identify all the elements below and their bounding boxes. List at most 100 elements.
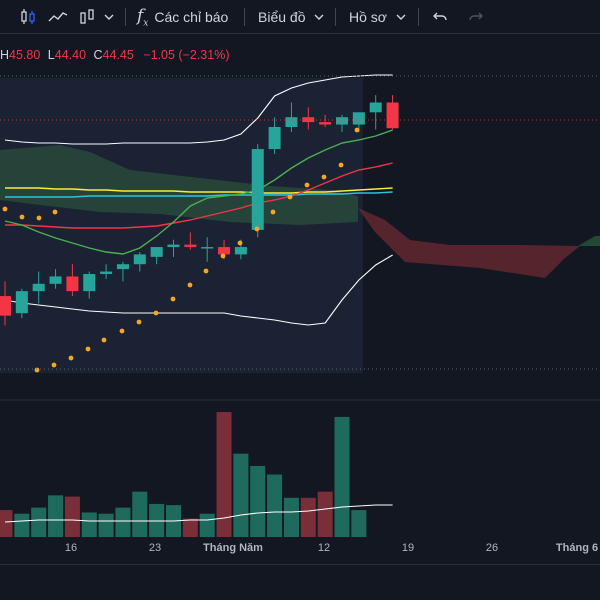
candle-body bbox=[133, 254, 146, 265]
bollinger-bands bbox=[4, 74, 393, 326]
close-key: C bbox=[93, 48, 103, 62]
candle-body bbox=[184, 244, 197, 248]
sar-dot bbox=[187, 282, 193, 288]
line-chart-icon[interactable] bbox=[47, 0, 69, 34]
chart-menu-label: Biểu đồ bbox=[258, 9, 306, 25]
parabolic-sar bbox=[2, 127, 360, 373]
bars-icon[interactable] bbox=[78, 0, 96, 34]
redo-icon[interactable] bbox=[468, 0, 484, 34]
x-tick-label: 23 bbox=[148, 542, 162, 554]
candle-body bbox=[15, 291, 28, 314]
volume-bar bbox=[115, 507, 131, 537]
candle-body bbox=[66, 276, 79, 292]
sar-dot bbox=[220, 253, 226, 259]
volume-bar bbox=[64, 496, 80, 537]
sar-dot bbox=[136, 319, 142, 325]
volume-bar bbox=[351, 510, 367, 537]
candle-body bbox=[201, 247, 214, 249]
candle-body bbox=[116, 264, 129, 270]
volume-bar bbox=[132, 491, 148, 537]
price-chart[interactable] bbox=[0, 0, 600, 540]
candle-body bbox=[0, 296, 11, 316]
candle-body bbox=[150, 247, 163, 257]
profile-menu-button[interactable]: Hồ sơ bbox=[349, 0, 407, 34]
sar-dot bbox=[101, 337, 107, 343]
sar-dot bbox=[36, 215, 42, 221]
indicators-label: Các chỉ báo bbox=[154, 9, 229, 25]
candle-body bbox=[83, 274, 96, 292]
candle-body bbox=[336, 117, 348, 125]
candle-body bbox=[32, 283, 45, 292]
sar-dot bbox=[270, 209, 276, 215]
sar-dot bbox=[19, 214, 25, 220]
candle-body bbox=[167, 244, 180, 248]
candles bbox=[0, 95, 399, 326]
undo-icon[interactable] bbox=[432, 0, 448, 34]
volume-ma-line bbox=[4, 504, 393, 523]
volume-bar bbox=[199, 513, 215, 537]
top-toolbar: fx Các chỉ báo Biểu đồ Hồ sơ bbox=[0, 0, 600, 34]
sar-dot bbox=[237, 240, 243, 246]
sar-dot bbox=[338, 162, 344, 168]
cloud-red-forward bbox=[358, 208, 580, 278]
bollinger-upper bbox=[4, 74, 393, 145]
sar-dot bbox=[119, 328, 125, 334]
volume-bar bbox=[31, 507, 47, 537]
sar-dot bbox=[203, 268, 209, 274]
chevron-down-icon bbox=[396, 14, 406, 20]
volume-bar bbox=[267, 474, 283, 537]
ma-cyan-line bbox=[5, 191, 393, 198]
candle-body bbox=[100, 271, 113, 274]
x-tick-label: Tháng 6 bbox=[555, 542, 599, 554]
volume-bar bbox=[182, 518, 198, 537]
volume-bar bbox=[317, 491, 333, 537]
volume-bar bbox=[81, 512, 97, 537]
sar-dot bbox=[51, 362, 57, 368]
volume-bar bbox=[334, 416, 350, 537]
x-tick-label: 16 bbox=[64, 542, 78, 554]
profile-menu-label: Hồ sơ bbox=[349, 9, 387, 25]
volume-bars bbox=[0, 412, 393, 537]
chevron-down-icon[interactable] bbox=[103, 0, 115, 34]
candle-body bbox=[251, 149, 264, 230]
high-value: 45.80 bbox=[9, 48, 41, 62]
close-value: 44.45 bbox=[102, 48, 134, 62]
sar-dot bbox=[52, 209, 58, 215]
indicators-button[interactable]: fx Các chỉ báo bbox=[137, 0, 228, 34]
sar-dot bbox=[34, 367, 40, 373]
candle-body bbox=[369, 102, 382, 113]
sar-dot bbox=[321, 174, 327, 180]
x-tick-label: 19 bbox=[401, 542, 415, 554]
ichimoku-cloud bbox=[0, 78, 600, 373]
volume-bar bbox=[14, 513, 30, 537]
sar-dot bbox=[287, 194, 293, 200]
candle-body bbox=[352, 112, 365, 125]
volume-bar bbox=[98, 513, 114, 537]
low-key: L bbox=[47, 48, 55, 62]
ma-red-line bbox=[5, 162, 393, 229]
candles-icon[interactable] bbox=[18, 0, 38, 34]
candle-body bbox=[234, 247, 247, 255]
chart-menu-button[interactable]: Biểu đồ bbox=[258, 0, 325, 34]
volume-bar bbox=[250, 465, 266, 537]
change-value: −1.05 (−2.31%) bbox=[143, 48, 230, 62]
candle-body bbox=[49, 276, 62, 284]
high-key: H bbox=[0, 48, 10, 62]
sar-dot bbox=[153, 310, 159, 316]
x-tick-label: 26 bbox=[485, 542, 499, 554]
bottom-bar bbox=[0, 564, 600, 600]
ma-yellow-line bbox=[5, 187, 393, 194]
cloud-green-forward bbox=[578, 236, 600, 246]
low-value: 44.40 bbox=[54, 48, 87, 62]
x-tick-label: Tháng Năm bbox=[203, 542, 263, 554]
sar-dot bbox=[85, 346, 91, 352]
sar-dot bbox=[170, 296, 176, 302]
volume-bar bbox=[300, 497, 316, 537]
cloud-green-historic bbox=[0, 145, 358, 225]
sar-dot bbox=[2, 206, 8, 212]
x-axis: 16 23 Tháng Năm 12 19 26 Tháng 6 bbox=[0, 540, 600, 560]
candle-body bbox=[268, 127, 281, 150]
sar-dot bbox=[68, 355, 74, 361]
sar-dot bbox=[354, 127, 360, 133]
volume-bar bbox=[0, 510, 13, 537]
